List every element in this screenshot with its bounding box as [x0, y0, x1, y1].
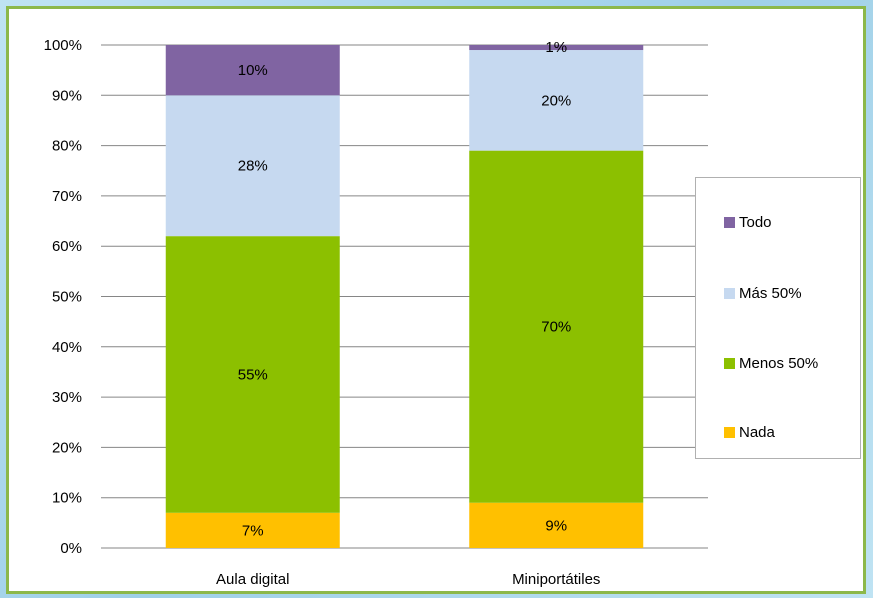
legend-item: Más 50%: [724, 285, 802, 302]
legend-label: Más 50%: [739, 285, 802, 302]
y-tick-label: 0%: [60, 540, 82, 557]
data-label: 9%: [545, 517, 567, 534]
y-tick-label: 70%: [52, 188, 82, 205]
bar-segment: [469, 502, 644, 548]
bar-segment: [469, 45, 644, 51]
legend-item: Todo: [724, 214, 772, 231]
y-tick-label: 90%: [52, 87, 82, 104]
chart-frame: 0% 10% 20% 30% 40% 50% 60% 70% 80% 90% 100% 7% 55% 28…: [6, 6, 866, 594]
y-tick-label: 50%: [52, 289, 82, 306]
legend-item: Menos 50%: [724, 355, 818, 372]
y-tick-label: 80%: [52, 138, 82, 155]
legend-label: Todo: [739, 214, 772, 231]
legend-swatch: [724, 427, 735, 438]
y-tick-label: 10%: [52, 490, 82, 507]
bar-segment: [165, 236, 340, 513]
stacked-bar-chart: 0% 10% 20% 30% 40% 50% 60% 70% 80% 90% 100% 7% 55% 28…: [44, 37, 708, 588]
data-label: 55%: [238, 366, 268, 383]
y-tick-label: 30%: [52, 389, 82, 406]
data-label: 70%: [541, 319, 571, 336]
bar-segment: [165, 95, 340, 237]
legend-item: Nada: [724, 424, 775, 441]
legend-swatch: [724, 288, 735, 299]
data-label: 28%: [238, 158, 268, 175]
data-label: 1%: [545, 39, 567, 56]
legend-swatch: [724, 217, 735, 228]
y-tick-label: 20%: [52, 439, 82, 456]
data-label: 7%: [242, 522, 264, 539]
legend-label: Nada: [739, 424, 775, 441]
data-label: 20%: [541, 92, 571, 109]
category-label: Aula digital: [216, 571, 289, 588]
category-label: Miniportátiles: [512, 571, 600, 588]
bar-segment: [165, 45, 340, 96]
bar-segment: [165, 512, 340, 548]
legend-swatch: [724, 358, 735, 369]
y-tick-label: 40%: [52, 339, 82, 356]
y-tick-label: 60%: [52, 238, 82, 255]
legend: Todo Más 50% Menos 50% Nada: [695, 177, 861, 459]
legend-label: Menos 50%: [739, 355, 819, 372]
bar-segment: [469, 50, 644, 151]
data-label: 10%: [238, 62, 268, 79]
bar-segment: [469, 150, 644, 503]
y-tick-label: 100%: [44, 37, 82, 54]
